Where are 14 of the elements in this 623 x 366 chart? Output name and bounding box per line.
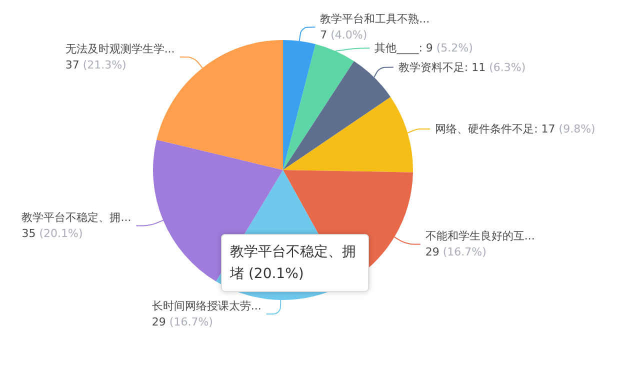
data-label: 37 (21.3%)	[65, 58, 126, 72]
data-label: 29 (16.7%)	[425, 246, 486, 259]
data-label: 7 (4.0%)	[320, 28, 368, 42]
slice-label: 教学资料不足: 11 (6.3%)	[398, 60, 526, 74]
slice-label: 长时间网络授课太劳...	[152, 299, 262, 312]
slice-label: 其他____: 9 (5.2%)	[374, 42, 473, 55]
slice-label: 不能和学生良好的互...	[425, 230, 535, 243]
slice-label: 教学平台和工具不熟...	[320, 12, 430, 26]
slice-label: 教学平台不稳定、拥...	[22, 211, 132, 224]
text: 教学平台不稳定、拥堵 (20.1%)	[221, 234, 369, 292]
slice-label: 无法及时观测学生学...	[65, 42, 175, 56]
data-label: 35 (20.1%)	[22, 227, 83, 240]
slice-label: 网络、硬件条件不足: 17 (9.8%)	[435, 122, 596, 136]
data-label: 29 (16.7%)	[152, 315, 213, 328]
